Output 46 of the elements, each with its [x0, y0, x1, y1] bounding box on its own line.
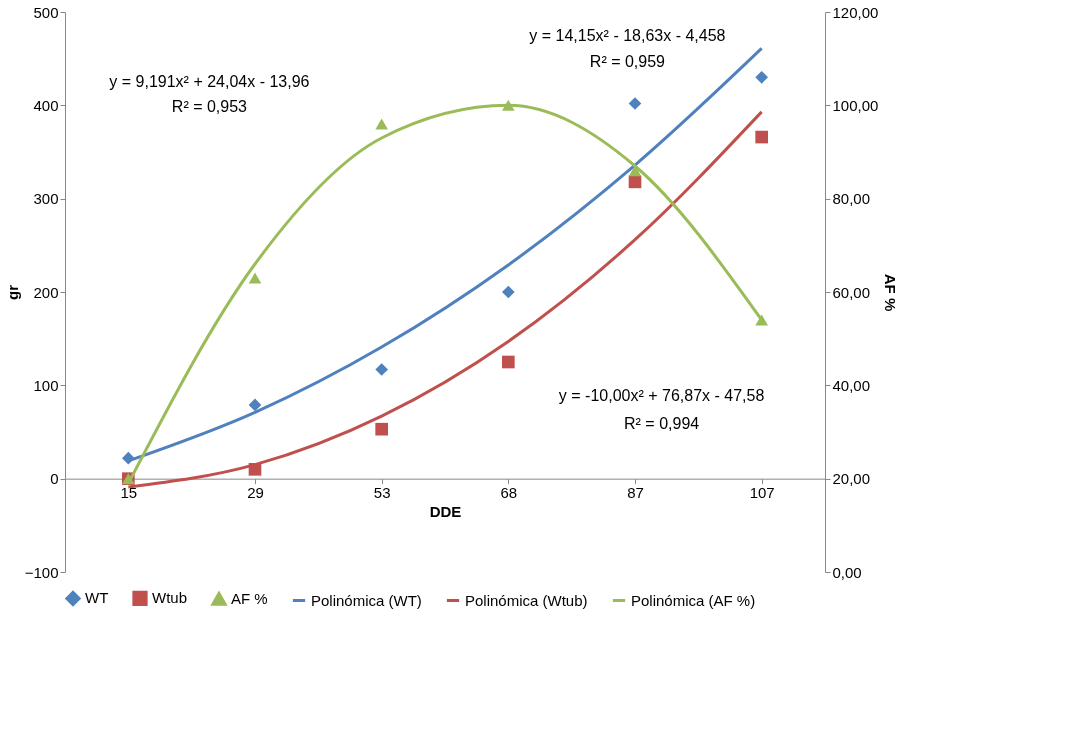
x-tick-label: 53 [373, 484, 391, 502]
annotation: R² = 0,994 [624, 414, 700, 432]
legend-label: Polinómica (Wtub) [465, 591, 588, 609]
legend-label: Polinómica (AF %) [631, 591, 756, 609]
y2-tick-label: 80,00 [832, 190, 871, 208]
y2-tick-label: 120,00 [832, 3, 879, 21]
y2-tick-label: 40,00 [832, 376, 871, 394]
y-tick-label: −100 [24, 563, 59, 581]
y2-tick-label: 100,00 [832, 96, 879, 114]
x-tick-label: 107 [749, 484, 775, 502]
legend-label: Polinómica (WT) [311, 591, 422, 609]
point [755, 130, 768, 144]
y-tick-label: 100 [33, 376, 59, 394]
x-tick-label: 68 [500, 484, 518, 502]
annotation: y = 14,15x² - 18,63x - 4,458 [529, 27, 726, 45]
y-axis-title: gr [3, 284, 21, 300]
y-tick-label: 500 [33, 3, 59, 21]
point [248, 398, 262, 412]
annotation: y = 9,191x² + 24,04x - 13,96 [109, 73, 310, 90]
legend-label: Wtub [152, 589, 188, 607]
point [248, 272, 262, 284]
legend-label: WT [85, 589, 109, 607]
y-tick-label: 400 [33, 96, 59, 114]
x-tick-label: 15 [120, 484, 138, 502]
point [375, 118, 388, 130]
annotation: R² = 0,953 [171, 98, 248, 116]
point [628, 175, 642, 189]
y-tick-label: 300 [33, 190, 59, 208]
y2-tick-label: 60,00 [832, 283, 871, 301]
y-tick-label: 0 [50, 470, 59, 488]
x-axis-title: DDE [429, 503, 462, 521]
annotation: y = -10,00x² + 76,87x - 47,58 [558, 386, 765, 404]
legend-label: AF % [231, 589, 268, 607]
x-tick-label: 87 [627, 484, 644, 502]
point [375, 363, 388, 376]
point [375, 422, 388, 436]
point [502, 355, 515, 369]
y2-axis-title: AF % [882, 273, 900, 312]
x-tick-label: 29 [247, 484, 264, 502]
y2-tick-label: 20,00 [832, 470, 871, 488]
point [755, 71, 768, 84]
y-tick-label: 200 [33, 283, 59, 301]
point [628, 97, 642, 110]
y2-tick-label: 0,00 [832, 563, 862, 581]
point [502, 285, 515, 299]
annotation: R² = 0,959 [589, 53, 666, 71]
